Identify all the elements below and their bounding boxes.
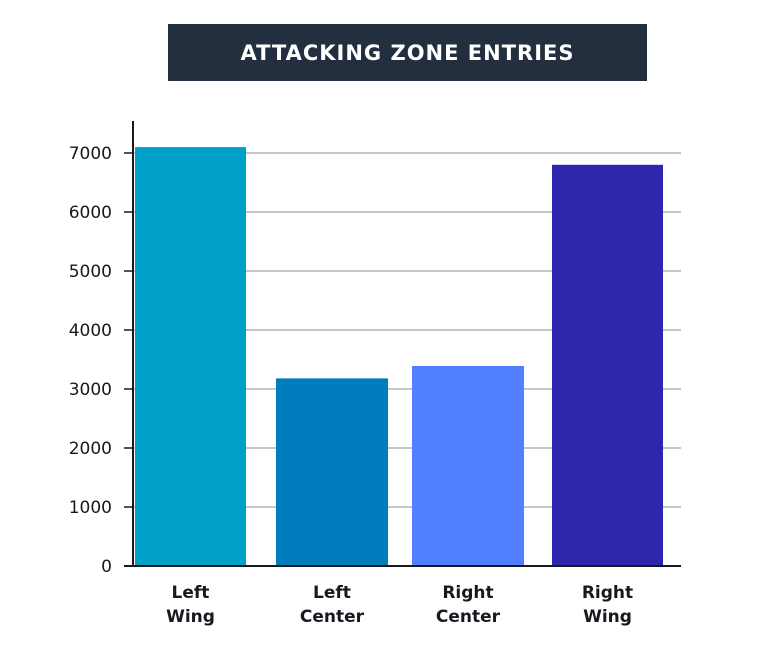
bar-0 xyxy=(135,147,246,566)
x-category-label: Center xyxy=(436,607,501,627)
chart-title: ATTACKING ZONE ENTRIES xyxy=(240,40,575,65)
y-tick-label: 0 xyxy=(101,557,112,577)
x-category-label: Left xyxy=(172,583,210,603)
y-tick-label: 7000 xyxy=(69,144,112,164)
y-tick-label: 3000 xyxy=(69,380,112,400)
y-tick-label: 6000 xyxy=(69,203,112,223)
y-tick-label: 5000 xyxy=(69,262,112,282)
bar-1 xyxy=(276,378,388,566)
x-category-label: Wing xyxy=(583,607,632,627)
x-category-label: Left xyxy=(313,583,351,603)
bar-2 xyxy=(412,365,524,566)
x-category-label: Right xyxy=(442,583,493,603)
y-tick-label: 4000 xyxy=(69,321,112,341)
x-category-label: Right xyxy=(582,583,633,603)
y-tick-label: 1000 xyxy=(69,498,112,518)
x-category-label: Wing xyxy=(166,607,215,627)
chart-title-banner: ATTACKING ZONE ENTRIES xyxy=(168,24,647,81)
x-category-label: Center xyxy=(300,607,365,627)
y-tick-label: 2000 xyxy=(69,439,112,459)
bar-3 xyxy=(552,164,663,567)
